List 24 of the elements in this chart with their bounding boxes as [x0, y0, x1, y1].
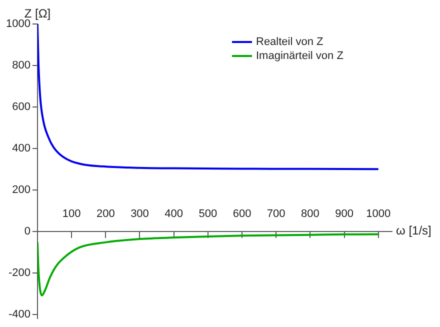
y-tick-label: -400 [8, 308, 30, 320]
y-tick-label: 600 [12, 100, 30, 113]
x-tick-label: 1000 [366, 208, 391, 220]
x-tick-label: 500 [198, 208, 218, 220]
x-tick-label: 200 [96, 208, 115, 220]
line-series [37, 233, 380, 296]
x-tick-label: 600 [232, 208, 252, 220]
y-axis-title: Z [Ω] [24, 6, 51, 20]
x-tick-label: 700 [266, 208, 286, 220]
x-axis-title: ω [1/s] [396, 224, 432, 238]
line-series [37, 24, 380, 170]
x-tick-label: 400 [164, 208, 184, 220]
legend-label: Realteil von Z [256, 36, 324, 48]
x-tick-label: 300 [130, 208, 149, 220]
legend-label: Imaginärteil von Z [256, 50, 344, 62]
y-tick-label: 1000 [6, 18, 30, 30]
y-tick-label: -200 [8, 266, 30, 279]
x-tick-label: 800 [301, 208, 320, 220]
x-tick-label: 100 [62, 208, 81, 220]
y-tick-label: 0 [24, 225, 30, 238]
y-tick-label: 400 [12, 142, 30, 154]
y-tick-label: 200 [12, 184, 30, 196]
x-tick-label: 900 [335, 208, 354, 220]
y-tick-label: 800 [12, 59, 30, 72]
